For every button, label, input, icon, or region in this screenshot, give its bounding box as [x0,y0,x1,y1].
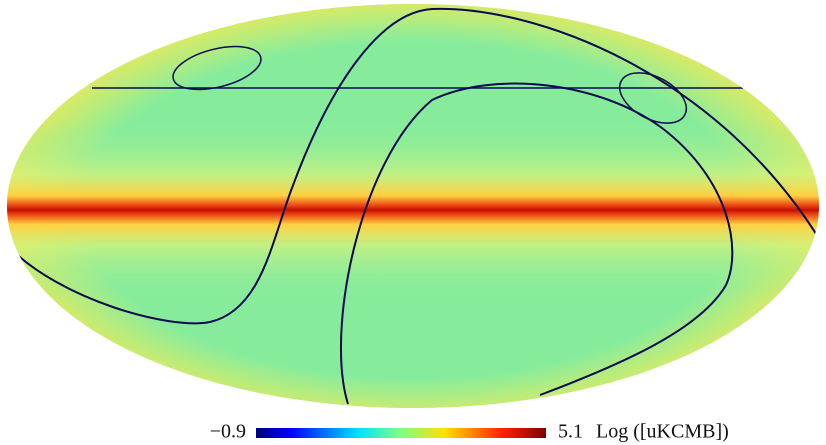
colorbar: −0.9 5.1 Log ([uKCMB]) [210,421,729,443]
colorbar-max-label: 5.1 [558,421,583,443]
colorbar-unit: Log ([uKCMB]) [596,421,729,443]
colorbar-min-label: −0.9 [210,421,246,443]
colorbar-scale [256,428,546,438]
sky-map [7,4,819,408]
